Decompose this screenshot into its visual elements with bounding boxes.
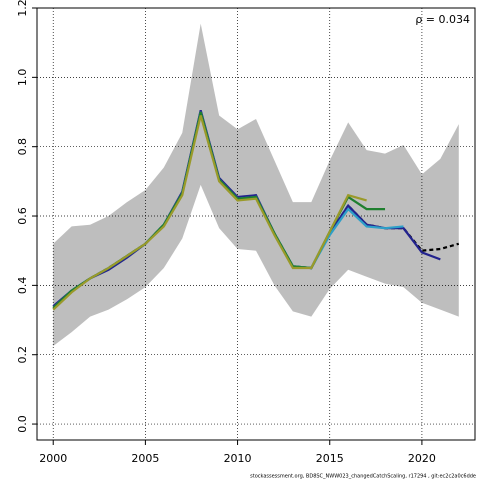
series-line <box>52 115 367 311</box>
x-tick-label: 2005 <box>131 452 159 465</box>
y-tick-label: 0.4 <box>16 277 29 295</box>
y-tick-label: 0.8 <box>16 138 29 156</box>
y-tick-label: 1.2 <box>16 0 29 17</box>
x-tick-label: 2010 <box>224 452 252 465</box>
y-tick-label: 1.0 <box>16 69 29 87</box>
x-tick-label: 2015 <box>316 452 344 465</box>
rho-annotation: ρ = 0.034 <box>415 13 470 26</box>
confidence-band <box>53 23 459 347</box>
footnote: stockassessment.org, BD8SC_NWW023_change… <box>250 474 476 480</box>
x-tick-label: 2020 <box>408 452 436 465</box>
y-tick-label: 0.0 <box>16 415 29 433</box>
y-tick-label: 0.2 <box>16 346 29 364</box>
x-tick-label: 2000 <box>39 452 67 465</box>
y-tick-label: 0.6 <box>16 207 29 225</box>
plot-frame <box>36 7 476 441</box>
